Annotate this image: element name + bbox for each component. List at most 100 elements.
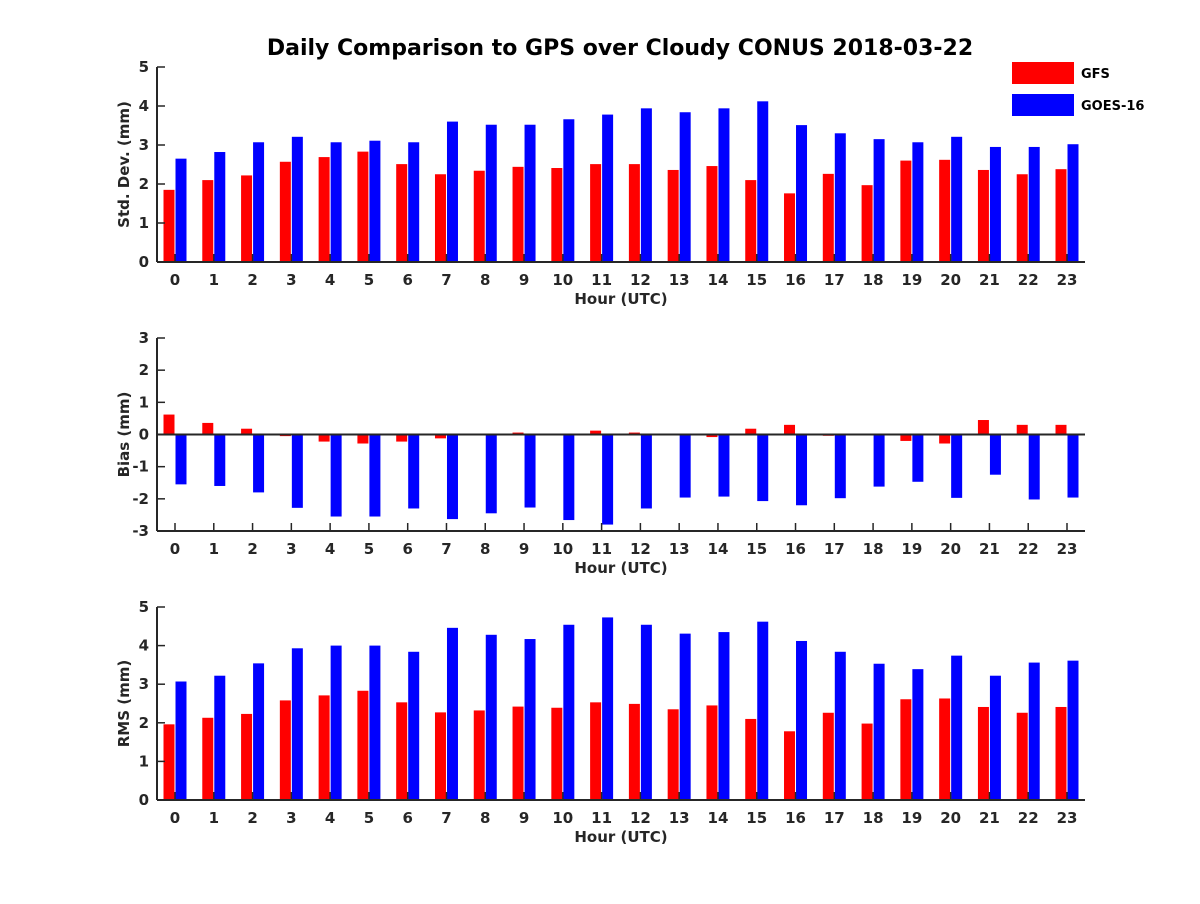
bar-gfs-hour-19: [900, 699, 912, 800]
bar-goes-16-hour-8: [485, 634, 497, 800]
bar-gfs-hour-0: [163, 189, 175, 262]
bar-goes-16-hour-21: [989, 675, 1001, 800]
bar-gfs-hour-3: [279, 700, 291, 800]
bar-gfs-hour-5: [357, 151, 369, 262]
bar-goes-16-hour-22: [1028, 146, 1040, 262]
x-tick-label: 12: [630, 540, 651, 558]
y-tick-label: -3: [132, 522, 149, 540]
bar-gfs-hour-11: [590, 430, 602, 435]
x-tick-label: 20: [940, 271, 961, 289]
bar-goes-16-hour-16: [796, 640, 808, 800]
bar-goes-16-hour-1: [214, 152, 226, 262]
x-tick-label: 5: [364, 809, 374, 827]
chart-title: Daily Comparison to GPS over Cloudy CONU…: [267, 36, 973, 61]
bar-gfs-hour-22: [1016, 174, 1028, 262]
y-tick-label: 5: [139, 598, 149, 616]
bar-goes-16-hour-14: [718, 108, 730, 262]
bar-goes-16-hour-11: [602, 617, 614, 800]
x-tick-label: 16: [785, 809, 806, 827]
x-tick-label: 0: [170, 540, 180, 558]
x-tick-label: 9: [519, 809, 529, 827]
x-tick-label: 9: [519, 271, 529, 289]
bar-goes-16-hour-11: [602, 114, 614, 262]
bar-gfs-hour-9: [512, 166, 524, 262]
bar-goes-16-hour-18: [873, 139, 885, 262]
bar-gfs-hour-3: [279, 161, 291, 262]
bar-gfs-hour-21: [977, 706, 989, 800]
x-tick-label: 19: [901, 809, 922, 827]
x-tick-label: 15: [746, 271, 767, 289]
bar-gfs-hour-21: [977, 169, 989, 262]
bar-gfs-hour-10: [551, 168, 563, 262]
bar-gfs-hour-22: [1016, 424, 1028, 435]
bar-gfs-hour-19: [900, 160, 912, 262]
x-tick-label: 10: [552, 271, 573, 289]
bar-gfs-hour-13: [667, 169, 679, 262]
bar-goes-16-hour-13: [679, 434, 691, 498]
bar-gfs-hour-20: [939, 434, 951, 444]
y-tick-label: 4: [139, 97, 149, 115]
bar-goes-16-hour-19: [912, 434, 924, 482]
y-tick-label: 3: [139, 136, 149, 154]
x-tick-label: 21: [979, 809, 1000, 827]
y-axis-label: Std. Dev. (mm): [115, 101, 133, 228]
bar-gfs-hour-2: [241, 713, 253, 800]
bar-goes-16-hour-10: [563, 119, 575, 262]
bar-gfs-hour-20: [939, 698, 951, 800]
bar-gfs-hour-8: [473, 170, 485, 262]
x-tick-label: 20: [940, 540, 961, 558]
bar-goes-16-hour-18: [873, 434, 885, 487]
x-tick-label: 2: [247, 809, 257, 827]
bar-gfs-hour-11: [590, 702, 602, 800]
bar-goes-16-hour-8: [485, 124, 497, 262]
bar-gfs-hour-18: [861, 185, 873, 262]
bar-gfs-hour-14: [706, 434, 718, 438]
x-tick-label: 1: [209, 271, 219, 289]
x-tick-label: 10: [552, 809, 573, 827]
x-tick-label: 9: [519, 540, 529, 558]
bar-gfs-hour-23: [1055, 706, 1067, 800]
bar-goes-16-hour-6: [408, 142, 420, 262]
bar-goes-16-hour-1: [214, 675, 226, 800]
x-axis-label: Hour (UTC): [574, 828, 667, 846]
bar-gfs-hour-9: [512, 706, 524, 800]
x-tick-label: 15: [746, 540, 767, 558]
x-tick-label: 23: [1057, 809, 1078, 827]
bar-goes-16-hour-3: [291, 648, 303, 800]
bar-gfs-hour-15: [745, 718, 757, 800]
x-tick-label: 11: [591, 540, 612, 558]
y-tick-label: -1: [132, 458, 149, 476]
legend-label-goes-16: GOES-16: [1081, 99, 1144, 114]
bar-goes-16-hour-12: [640, 434, 652, 509]
bar-goes-16-hour-4: [330, 434, 342, 517]
bar-goes-16-hour-16: [796, 434, 808, 506]
x-tick-label: 16: [785, 271, 806, 289]
x-tick-label: 14: [708, 540, 729, 558]
legend-swatch-goes-16: [1012, 94, 1074, 116]
bar-goes-16-hour-23: [1067, 144, 1079, 262]
bar-gfs-hour-15: [745, 180, 757, 262]
y-tick-label: 1: [139, 752, 149, 770]
bar-goes-16-hour-2: [253, 434, 265, 493]
x-tick-label: 18: [863, 271, 884, 289]
x-tick-label: 17: [824, 540, 845, 558]
x-axis-label: Hour (UTC): [574, 559, 667, 577]
bar-goes-16-hour-9: [524, 434, 536, 508]
bar-goes-16-hour-15: [757, 101, 769, 262]
y-tick-label: 2: [139, 175, 149, 193]
x-tick-label: 3: [286, 540, 296, 558]
x-tick-label: 6: [402, 271, 412, 289]
bar-goes-16-hour-14: [718, 434, 730, 497]
bar-goes-16-hour-10: [563, 434, 575, 521]
bar-goes-16-hour-12: [640, 108, 652, 262]
bar-gfs-hour-15: [745, 428, 757, 435]
bar-goes-16-hour-15: [757, 434, 769, 502]
x-tick-label: 21: [979, 271, 1000, 289]
bar-goes-16-hour-10: [563, 624, 575, 800]
bar-gfs-hour-23: [1055, 424, 1067, 435]
bar-goes-16-hour-17: [834, 133, 846, 262]
bar-goes-16-hour-0: [175, 434, 187, 485]
